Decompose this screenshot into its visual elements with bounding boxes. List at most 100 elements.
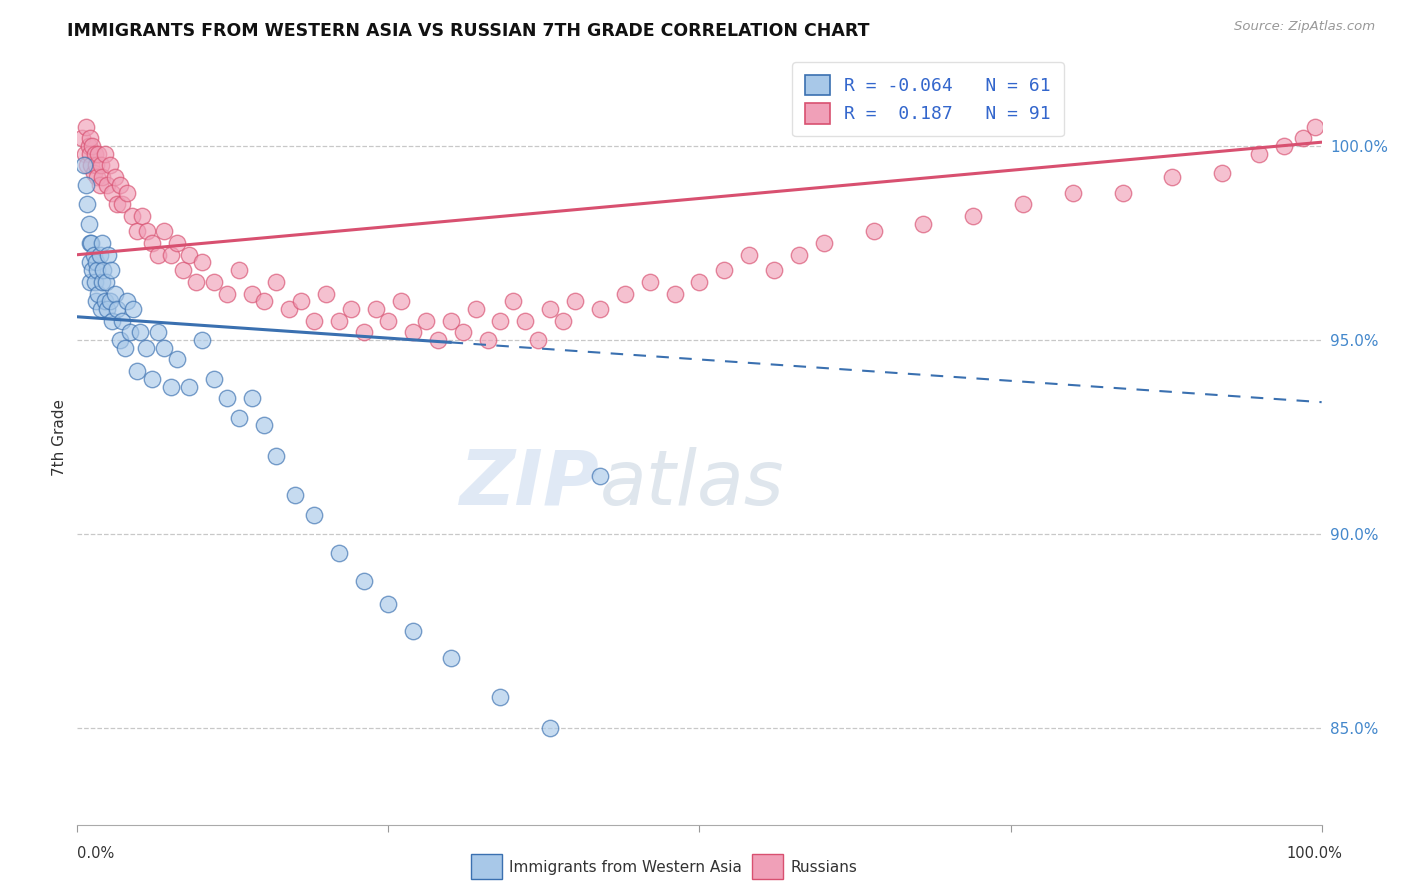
Point [689, 275, 711, 289]
Point [93, 146, 115, 161]
Point [184, 275, 207, 289]
Point [77, 217, 100, 231]
Point [91, 235, 114, 250]
Point [179, 379, 201, 393]
Point [131, 209, 153, 223]
Point [1062, 186, 1084, 200]
Point [115, 294, 138, 309]
Point [763, 263, 786, 277]
Point [136, 224, 159, 238]
Point [277, 301, 299, 316]
Point [266, 450, 288, 464]
Point [402, 326, 425, 340]
Point [415, 313, 437, 327]
Point [75, 120, 97, 134]
Point [1249, 146, 1271, 161]
Point [108, 333, 131, 347]
Point [111, 197, 134, 211]
Point [108, 178, 131, 192]
Point [402, 624, 425, 638]
Point [153, 341, 176, 355]
Point [315, 286, 337, 301]
Point [1272, 139, 1295, 153]
Point [75, 178, 97, 192]
Point [141, 235, 163, 250]
Point [87, 146, 110, 161]
Point [813, 235, 835, 250]
Text: 0.0%: 0.0% [77, 847, 114, 861]
Text: Source: ZipAtlas.com: Source: ZipAtlas.com [1234, 20, 1375, 33]
Point [215, 391, 238, 405]
Point [90, 301, 112, 316]
Point [128, 326, 150, 340]
Point [664, 286, 686, 301]
Point [551, 313, 574, 327]
Point [76, 158, 98, 172]
Point [73, 146, 96, 161]
Point [114, 341, 136, 355]
Point [79, 146, 101, 161]
Point [589, 301, 612, 316]
Point [84, 294, 107, 309]
Point [141, 372, 163, 386]
Point [72, 131, 94, 145]
Point [389, 294, 412, 309]
Point [72, 158, 94, 172]
Point [159, 379, 181, 393]
Point [148, 326, 170, 340]
Point [202, 372, 225, 386]
Point [80, 158, 103, 172]
Point [191, 333, 214, 347]
Point [912, 217, 935, 231]
Point [172, 263, 194, 277]
Point [121, 209, 143, 223]
Point [526, 333, 548, 347]
Point [96, 178, 118, 192]
Point [91, 275, 114, 289]
Point [302, 508, 325, 522]
Point [93, 294, 115, 309]
Point [377, 597, 399, 611]
Point [82, 139, 104, 153]
Point [86, 263, 108, 277]
Point [77, 139, 100, 153]
Point [1305, 120, 1327, 134]
Point [464, 301, 486, 316]
Point [1211, 166, 1233, 180]
Point [738, 248, 761, 262]
Point [83, 146, 105, 161]
Point [166, 352, 188, 367]
Point [613, 286, 636, 301]
Point [82, 263, 104, 277]
Point [228, 263, 250, 277]
Point [787, 248, 810, 262]
Point [253, 294, 276, 309]
Point [115, 186, 138, 200]
Point [101, 313, 124, 327]
Point [1012, 197, 1035, 211]
Point [713, 263, 735, 277]
Point [191, 255, 214, 269]
Point [328, 313, 350, 327]
Point [86, 170, 108, 185]
Point [79, 235, 101, 250]
Point [111, 313, 134, 327]
Point [100, 263, 122, 277]
Point [87, 286, 110, 301]
Point [253, 418, 276, 433]
Point [84, 158, 107, 172]
Point [538, 721, 561, 735]
Point [105, 301, 128, 316]
Point [266, 275, 288, 289]
Point [439, 313, 461, 327]
Point [1292, 131, 1315, 145]
Point [83, 275, 105, 289]
Point [125, 364, 148, 378]
Point [302, 313, 325, 327]
Point [179, 248, 201, 262]
Point [98, 294, 121, 309]
Point [290, 294, 312, 309]
Point [104, 286, 127, 301]
Point [101, 186, 124, 200]
Point [118, 326, 141, 340]
